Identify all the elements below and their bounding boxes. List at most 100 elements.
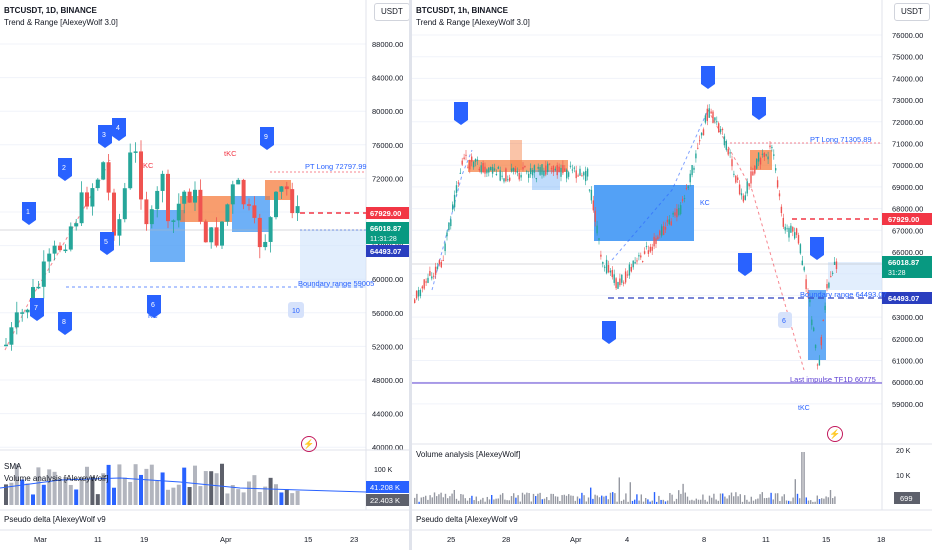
right-candle	[547, 163, 549, 173]
right-candle	[619, 278, 621, 286]
right-volume-bar	[726, 498, 728, 504]
right-volume-bar	[473, 500, 475, 504]
left-candle	[209, 227, 214, 243]
right-candle	[577, 175, 579, 177]
right-candle	[524, 165, 526, 168]
right-volume-bar	[678, 490, 680, 504]
right-volume-bar	[486, 496, 488, 504]
right-wave-marker	[752, 97, 766, 120]
right-pt-long-label: PT Long 71305.89	[810, 135, 872, 144]
right-volume-bar	[693, 500, 695, 504]
right-candle	[822, 319, 824, 322]
right-candle	[805, 279, 807, 289]
left-candle	[20, 312, 25, 314]
left-candle	[290, 189, 295, 214]
right-candle	[474, 159, 477, 162]
right-price-tick: 75000.00	[892, 53, 923, 62]
right-volume-bar	[510, 496, 513, 504]
right-candle	[792, 227, 794, 232]
left-volume-bar	[52, 471, 57, 505]
right-volume-bar	[444, 493, 447, 504]
panel-divider[interactable]	[409, 0, 412, 550]
right-candle	[668, 219, 670, 225]
right-candle	[647, 250, 650, 254]
left-blue-zone-2	[232, 196, 270, 232]
right-volume-bar	[834, 496, 836, 504]
right-candle	[600, 254, 602, 257]
right-candle	[429, 270, 431, 276]
right-indicator-label[interactable]: Trend & Range [AlexeyWolf 3.0]	[416, 18, 530, 27]
left-volume-bar	[79, 477, 84, 505]
right-volume-bar	[603, 496, 605, 504]
right-symbol-title[interactable]: BTCUSDT, 1h, BINANCE	[416, 6, 509, 15]
right-candle	[528, 173, 530, 178]
right-volume-bar	[526, 492, 528, 504]
right-lightning-icon[interactable]: ⚡	[827, 426, 843, 442]
right-candle	[497, 166, 499, 169]
right-volume-bar	[689, 500, 691, 504]
right-candle	[628, 264, 631, 276]
right-price-tick: 62000.00	[892, 335, 923, 344]
left-chart-panel[interactable]: 88000.00 84000.00 80000.00 76000.00 72000.00…	[0, 0, 410, 550]
right-volume-bar	[744, 495, 746, 504]
left-volume-bar	[139, 474, 143, 505]
right-volume-bar	[728, 495, 730, 504]
right-candle	[630, 266, 632, 272]
right-volume-bar	[607, 499, 609, 504]
right-candle	[564, 168, 566, 172]
left-symbol-title[interactable]: BTCUSDT, 1D, BINANCE	[4, 6, 97, 15]
left-time-tick: 19	[140, 535, 148, 544]
left-volume-indicator-label[interactable]: Volume analysis [AlexeyWolf]	[4, 474, 109, 483]
left-indicator-label[interactable]: Trend & Range [AlexeyWolf 3.0]	[4, 18, 118, 27]
right-volume-bar	[695, 498, 697, 504]
left-candle	[149, 209, 154, 225]
left-price-tick: 60000.00	[372, 275, 403, 284]
right-candle	[670, 221, 672, 226]
right-volume-indicator-label[interactable]: Volume analysis [AlexeyWolf]	[416, 450, 521, 459]
right-candle	[417, 290, 420, 297]
right-volume-bar	[422, 496, 425, 504]
right-volume-bar	[741, 501, 744, 504]
right-candle	[541, 164, 543, 175]
left-orange-zone-2	[265, 180, 291, 200]
right-volume-bar	[550, 493, 552, 504]
left-candle	[133, 151, 138, 153]
right-candle	[795, 228, 798, 235]
left-candle	[79, 192, 84, 224]
right-chart-canvas[interactable]: 76000.00 75000.00 74000.00 73000.00 72000.00…	[412, 0, 932, 550]
right-currency-button[interactable]: USDT	[894, 3, 930, 21]
right-candle	[512, 167, 515, 172]
right-chart-panel[interactable]: 76000.00 75000.00 74000.00 73000.00 72000.00…	[412, 0, 932, 550]
left-volume-bar	[20, 479, 25, 505]
right-volume-bar	[737, 496, 739, 504]
left-volume-bar	[230, 485, 235, 505]
left-sma-label[interactable]: SMA	[4, 462, 22, 471]
left-lightning-icon[interactable]: ⚡	[301, 436, 317, 452]
left-delta-indicator-label[interactable]: Pseudo delta [AlexeyWolf v9	[4, 515, 106, 524]
right-candle	[562, 165, 564, 174]
left-currency-button[interactable]: USDT	[374, 3, 410, 21]
right-candle	[465, 154, 467, 156]
left-volume-bar	[74, 489, 79, 505]
right-wave-marker	[602, 321, 616, 344]
right-candle	[558, 166, 560, 173]
right-volume-bar	[535, 496, 537, 504]
right-volume-bar	[713, 493, 715, 504]
right-delta-indicator-label[interactable]: Pseudo delta [AlexeyWolf v9	[416, 515, 518, 524]
right-volume-bar	[447, 498, 449, 504]
right-candle	[604, 266, 606, 268]
right-candle	[415, 290, 418, 299]
right-candle	[446, 232, 448, 237]
right-volume-bar	[524, 494, 526, 504]
left-candle	[198, 189, 203, 222]
right-candle	[613, 274, 615, 283]
right-candle	[697, 147, 699, 149]
right-volume-bar	[653, 492, 656, 504]
left-chart-canvas[interactable]: 88000.00 84000.00 80000.00 76000.00 72000.00…	[0, 0, 410, 550]
right-volume-bar	[805, 497, 807, 504]
right-candle	[642, 261, 644, 263]
right-volume-bar	[541, 499, 543, 504]
right-candle	[571, 169, 574, 171]
right-candle	[738, 184, 741, 195]
right-candle	[480, 165, 482, 173]
